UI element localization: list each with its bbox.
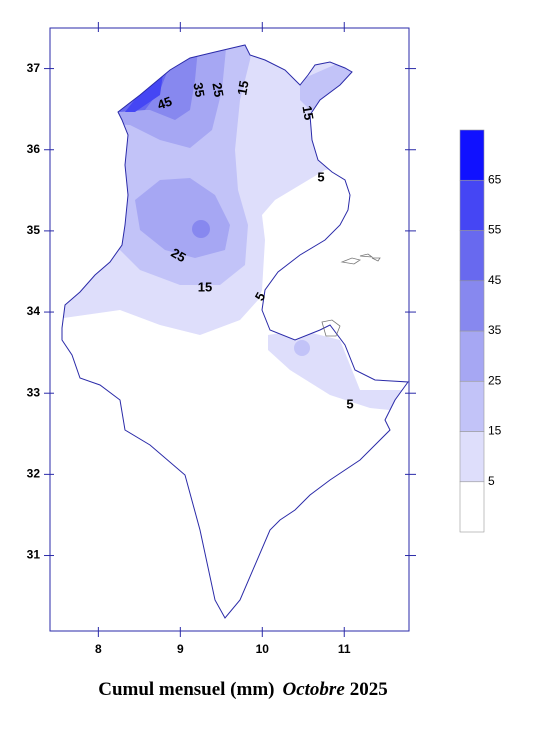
y-tick-label: 36	[27, 142, 41, 156]
x-tick-label: 10	[256, 642, 270, 656]
islands	[321, 253, 381, 337]
contour-label: 15	[234, 79, 251, 96]
x-tick-label: 9	[177, 642, 184, 656]
title-month: Octobre	[283, 679, 346, 700]
legend-swatch	[459, 330, 485, 382]
band	[135, 178, 230, 258]
contour-label: 35	[190, 81, 207, 98]
legend-swatch	[459, 179, 485, 231]
x-tick-label: 8	[95, 642, 102, 656]
contour-label: 25	[209, 81, 226, 98]
y-tick-label: 32	[27, 467, 41, 481]
band	[294, 340, 310, 356]
y-tick-label: 34	[27, 304, 41, 318]
legend-label: 65	[488, 172, 502, 186]
band	[125, 60, 165, 112]
legend-swatch	[459, 380, 485, 432]
y-tick-label: 35	[27, 223, 41, 237]
legend-label: 15	[488, 424, 502, 438]
legend-swatch	[459, 280, 485, 332]
title-year: 2025	[350, 679, 388, 700]
contour-label: 45	[155, 93, 174, 112]
contour-label: 5	[317, 169, 324, 184]
y-tick-label: 37	[27, 61, 41, 75]
y-tick-label: 31	[27, 548, 41, 562]
y-tick-label: 33	[27, 385, 41, 399]
contour-label: 15	[198, 279, 212, 294]
island	[321, 319, 341, 337]
contour-label: 25	[169, 245, 189, 265]
legend-label: 45	[488, 273, 502, 287]
legend-swatch	[459, 481, 485, 533]
legend-swatch	[459, 431, 485, 483]
legend-label: 5	[488, 474, 495, 488]
island	[340, 253, 381, 265]
legend-label: 35	[488, 323, 502, 337]
map-title: Cumul mensuel (mm) Octobre 2025	[98, 679, 388, 700]
contour-label: 5	[346, 396, 353, 411]
title-text: Cumul mensuel (mm)	[98, 679, 274, 700]
band	[192, 220, 210, 238]
legend-swatch	[459, 230, 485, 282]
legend-swatch	[459, 129, 485, 181]
legend-label: 55	[488, 223, 502, 237]
legend-label: 25	[488, 373, 502, 387]
contour-label: 15	[299, 104, 316, 121]
x-tick-label: 11	[338, 642, 351, 656]
